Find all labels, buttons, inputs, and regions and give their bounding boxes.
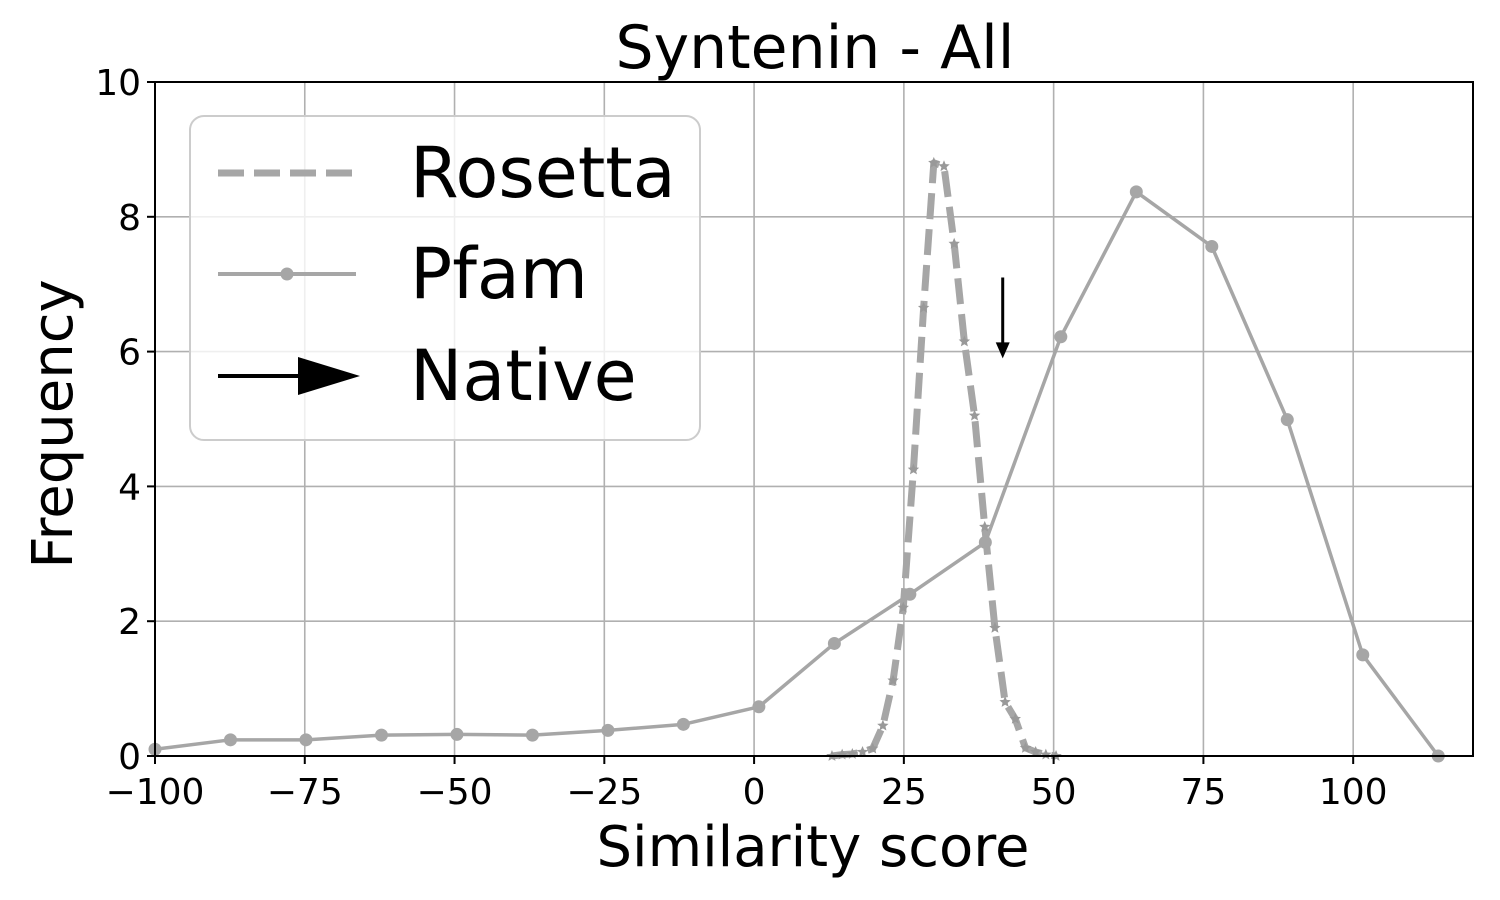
y-tick-label: 8 [118, 198, 141, 239]
rosetta-point [917, 301, 930, 313]
pfam-point [223, 733, 237, 747]
y-tick-label: 2 [118, 602, 141, 643]
pfam-point [1205, 239, 1219, 253]
legend-entry-native: Native [218, 335, 637, 417]
pfam-point [1054, 330, 1068, 344]
chart-title: Syntenin - All [616, 13, 1015, 83]
legend-entry-pfam: Pfam [218, 233, 588, 315]
legend-pfam-label: Pfam [410, 233, 588, 315]
pfam-point [1280, 413, 1294, 427]
y-tick-label: 6 [118, 333, 141, 374]
rosetta-point [1029, 745, 1042, 757]
series-rosetta [826, 156, 1062, 761]
rosetta-point [877, 719, 889, 731]
pfam-point [827, 636, 841, 650]
y-tick-label: 0 [118, 737, 141, 778]
rosetta-point [948, 237, 960, 249]
pfam-point [1129, 185, 1143, 199]
y-tick-label: 4 [118, 467, 141, 508]
rosetta-point [856, 745, 869, 757]
x-tick-label: 50 [1031, 772, 1077, 813]
pfam-point [978, 535, 992, 549]
x-axis-title: Similarity score [596, 815, 1029, 880]
rosetta-point [928, 156, 940, 168]
y-axis-title: Frequency [21, 279, 86, 568]
pfam-point [752, 700, 766, 714]
annotation-layer [995, 277, 1010, 359]
x-tick-label: −75 [267, 772, 343, 813]
rosetta-point [1019, 741, 1032, 753]
x-tick-label: 100 [1319, 772, 1388, 813]
legend: Rosetta Pfam Native [189, 115, 701, 441]
legend-entry-rosetta: Rosetta [218, 132, 676, 214]
rosetta-point [989, 621, 1001, 633]
pfam-point [676, 717, 690, 731]
x-tick-label: −25 [566, 772, 642, 813]
native-arrow [995, 277, 1010, 359]
legend-frame [189, 115, 701, 441]
x-tick-label: 25 [881, 772, 927, 813]
rosetta-point [907, 463, 920, 475]
x-tick-label: 75 [1181, 772, 1227, 813]
pfam-point [299, 733, 313, 747]
rosetta-line [831, 159, 1057, 760]
pfam-point [601, 723, 615, 737]
rosetta-point [867, 742, 879, 754]
rosetta-point [958, 335, 971, 347]
legend-native-label: Native [410, 335, 637, 417]
pfam-point [1356, 648, 1370, 662]
ticks: −100 −75 −50 −25 0 25 50 75 100 0 2 4 6 8 10 [95, 63, 1387, 813]
legend-rosetta-label: Rosetta [410, 132, 676, 214]
rosetta-point [897, 601, 909, 613]
y-tick-label: 10 [95, 63, 141, 104]
x-tick-label: 0 [743, 772, 766, 813]
rosetta-point [979, 520, 991, 532]
rosetta-point [938, 160, 950, 172]
rosetta-point [999, 696, 1011, 707]
pfam-point [374, 728, 388, 742]
rosetta-point [1009, 712, 1021, 724]
legend-pfam-marker [280, 267, 294, 281]
native-arrow-head [995, 342, 1010, 359]
pfam-point [525, 728, 539, 742]
pfam-line [154, 190, 1440, 758]
pfam-point [903, 587, 917, 601]
x-tick-label: −50 [417, 772, 493, 813]
legend-native-arrowhead [298, 357, 360, 395]
rosetta-point [968, 409, 981, 421]
pfam-point [450, 727, 464, 741]
x-tick-label: −100 [106, 772, 205, 813]
rosetta-point [887, 674, 899, 686]
plot-frame [154, 81, 1474, 757]
